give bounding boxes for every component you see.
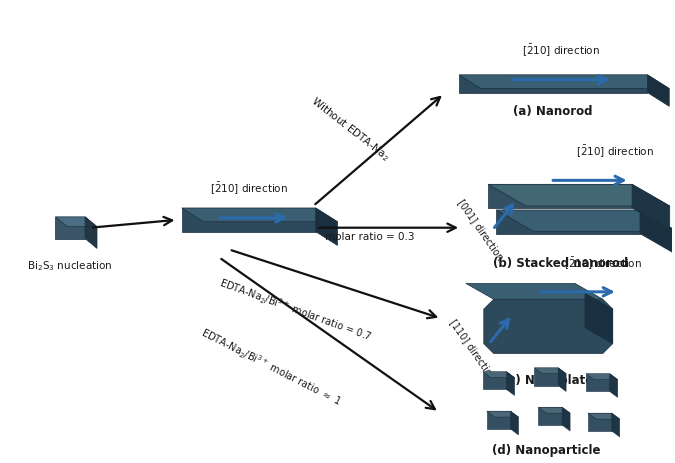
Text: [001] direction: [001] direction bbox=[456, 197, 506, 262]
Text: (c) Nanoplate: (c) Nanoplate bbox=[503, 374, 593, 387]
Polygon shape bbox=[496, 210, 640, 234]
Text: (b) Stacked nanorod: (b) Stacked nanorod bbox=[493, 257, 628, 270]
Polygon shape bbox=[316, 208, 338, 245]
Polygon shape bbox=[610, 374, 618, 397]
Polygon shape bbox=[507, 372, 514, 395]
Text: molar ratio = 0.3: molar ratio = 0.3 bbox=[325, 232, 414, 242]
Polygon shape bbox=[539, 407, 562, 425]
Polygon shape bbox=[562, 407, 570, 431]
Polygon shape bbox=[612, 413, 620, 437]
Polygon shape bbox=[585, 294, 613, 344]
Polygon shape bbox=[588, 413, 612, 431]
Text: [$\bar{2}$10] direction: [$\bar{2}$10] direction bbox=[576, 143, 653, 159]
Polygon shape bbox=[640, 210, 675, 255]
Polygon shape bbox=[182, 208, 316, 232]
Text: Without EDTA-Na$_2$: Without EDTA-Na$_2$ bbox=[308, 94, 392, 164]
Polygon shape bbox=[459, 75, 669, 88]
Polygon shape bbox=[487, 411, 510, 429]
Polygon shape bbox=[483, 372, 514, 378]
Polygon shape bbox=[484, 299, 613, 353]
Polygon shape bbox=[488, 184, 632, 208]
Text: EDTA-Na$_2$/Bi$^{3+}$ molar ratio $\approx$ 1: EDTA-Na$_2$/Bi$^{3+}$ molar ratio $\appr… bbox=[198, 325, 344, 410]
Polygon shape bbox=[483, 372, 507, 389]
Polygon shape bbox=[488, 184, 670, 206]
Polygon shape bbox=[586, 374, 610, 392]
Text: [$\bar{2}$10] direction: [$\bar{2}$10] direction bbox=[564, 255, 642, 271]
Polygon shape bbox=[586, 374, 618, 380]
Polygon shape bbox=[558, 368, 566, 392]
Polygon shape bbox=[85, 217, 97, 249]
Polygon shape bbox=[535, 368, 566, 374]
Text: EDTA-Na$_2$/Bi$^{3+}$ molar ratio = 0.7: EDTA-Na$_2$/Bi$^{3+}$ molar ratio = 0.7 bbox=[217, 276, 373, 345]
Polygon shape bbox=[182, 208, 338, 222]
Text: [$\bar{2}$10] direction: [$\bar{2}$10] direction bbox=[522, 42, 600, 58]
Text: (d) Nanoparticle: (d) Nanoparticle bbox=[492, 444, 601, 457]
Text: (a) Nanorod: (a) Nanorod bbox=[514, 106, 593, 119]
Polygon shape bbox=[466, 283, 603, 299]
Text: [$\bar{2}$10] direction: [$\bar{2}$10] direction bbox=[210, 180, 288, 196]
Text: Bi$_2$S$_3$ nucleation: Bi$_2$S$_3$ nucleation bbox=[28, 259, 113, 273]
Polygon shape bbox=[539, 407, 570, 413]
Polygon shape bbox=[535, 368, 558, 386]
Polygon shape bbox=[496, 210, 675, 232]
Polygon shape bbox=[647, 75, 669, 106]
Polygon shape bbox=[487, 411, 518, 417]
Polygon shape bbox=[588, 413, 620, 419]
Polygon shape bbox=[55, 217, 97, 227]
Polygon shape bbox=[459, 75, 647, 93]
Text: [110] direction: [110] direction bbox=[448, 318, 497, 382]
Polygon shape bbox=[510, 411, 518, 435]
Polygon shape bbox=[55, 217, 85, 238]
Polygon shape bbox=[632, 184, 670, 230]
